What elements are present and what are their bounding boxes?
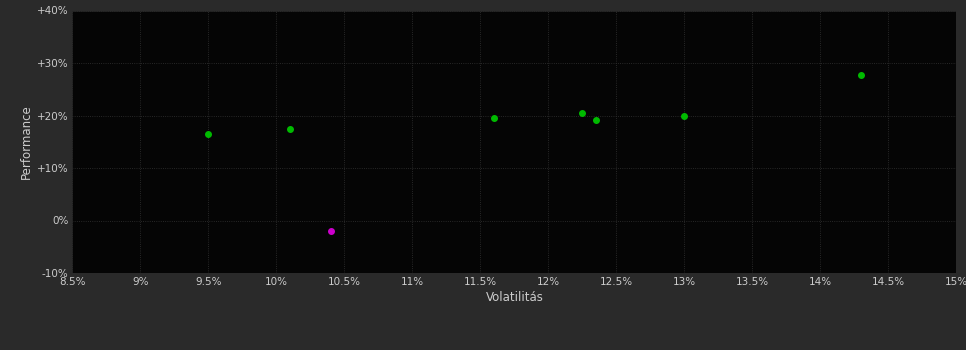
X-axis label: Volatilitás: Volatilitás [486, 291, 543, 304]
Y-axis label: Performance: Performance [19, 104, 33, 179]
